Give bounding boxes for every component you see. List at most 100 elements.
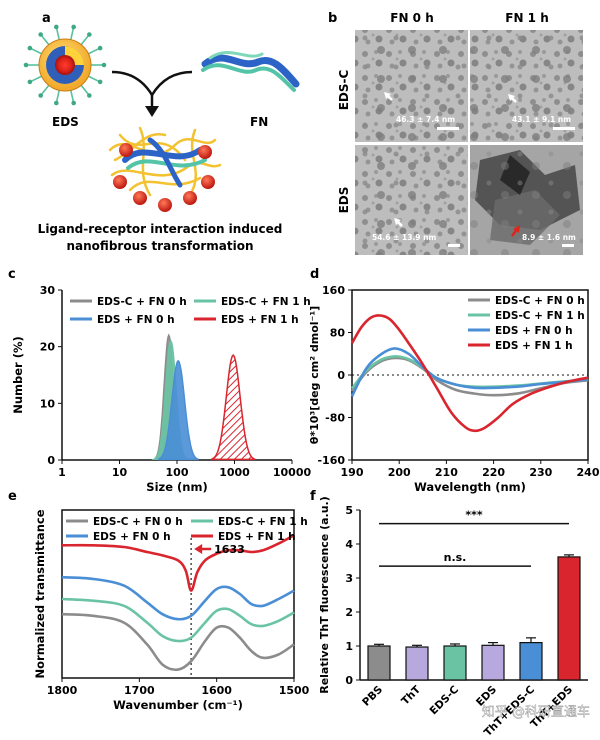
cd-spectrum-chart: -160 -80 0 80 160 190 200 210 220 230 240 Wavelengt… [308,284,600,494]
y-tick-label: 0 [345,674,353,687]
merge-arrow [111,70,193,117]
legend-label: EDS-C + FN 0 h [97,296,187,308]
y-tick-label: 10 [40,397,56,410]
measure-eds-1h: 8.9 ± 1.6 nm [522,233,576,242]
legend-label: EDS-C + FN 1 h [221,296,311,308]
y-tick-label: 5 [345,504,353,517]
ftir-line-eds-c-fn-0-h [61,612,295,672]
caption-line-1: Ligand-receptor interaction induced [38,222,283,236]
x-tick-label: 1700 [124,684,155,697]
bar-eds [481,644,505,681]
category-label: PBS [360,684,385,709]
caption-line-2: nanofibrous transformation [67,239,254,253]
ftir-chart: 1800 1700 1600 1500 Wavenumber (cm⁻¹) Normali… [33,509,310,712]
legend-label: EDS + FN 0 h [97,314,175,326]
x-tick-label: 1600 [201,684,232,697]
row-header-eds-c: EDS-C [337,70,351,111]
ligand-tip [97,79,103,85]
ligand-tip [38,93,43,98]
ligand-tip [87,93,92,98]
x-tick-label: 100 [166,466,189,479]
ligand-tip [97,45,103,51]
x-tick-label: 240 [577,466,600,479]
x-axis-label: Wavenumber (cm⁻¹) [113,698,243,712]
watermark: 知乎 @科研直通车 [482,704,590,720]
nanoparticle-core [119,143,133,157]
y-tick-label: 2 [345,606,353,619]
y-axis-label: Relative ThT fluorescence (a.u.) [318,496,331,694]
bar-pbs [367,645,391,681]
legend-label: EDS-C + FN 1 h [495,310,585,322]
panel-e: e 1800 1700 1600 1500 Wavenumber (cm⁻¹) Norma… [8,489,310,712]
nanofiber-aggregate-illustration [108,126,222,212]
peak-annotation: 1633 [194,543,245,556]
ligand-tip [71,100,76,106]
panel-letter-e: e [8,489,17,504]
legend-label: EDS + FN 1 h [495,340,573,352]
panel-letter-c: c [8,267,16,282]
bar-tht-eds [557,556,581,681]
y-axis-label: Normalized transmittance [33,509,47,678]
tht-fluorescence-chart: 0 1 2 3 4 5 Relative ThT fluorescence (a.u.) PB… [318,496,588,739]
tem-image-eds-0h [355,145,468,255]
significance-label: n.s. [444,551,467,564]
x-tick-label: 1800 [47,684,78,697]
x-axis-label: Wavelength (nm) [414,480,526,494]
x-tick-label: 1000 [219,466,250,479]
tem-image-eds-c-1h [470,30,583,142]
nanoparticle-core [113,175,127,189]
ligand-tip [27,45,33,51]
ligand-fiber [110,161,222,177]
fn-fiber-illustration [201,51,300,92]
ftir-line-eds-fn-0-h [61,575,295,621]
distribution-eds-fn-1-h [210,354,256,461]
nanoparticle-core [201,175,215,189]
legend-label: EDS + FN 0 h [93,531,171,543]
col-header-fn1h: FN 1 h [505,11,549,25]
fn-label: FN [250,115,268,129]
y-tick-label: 0 [337,369,345,382]
y-tick-label: 0 [47,454,55,467]
x-tick-label: 10 [112,466,128,479]
x-tick-label: 220 [482,466,505,479]
measure-eds-c-1h: 43.1 ± 9.1 nm [512,115,571,124]
y-tick-label: 4 [345,538,353,551]
ligand-tip [54,100,59,106]
y-tick-label: 1 [345,640,353,653]
legend-label: EDS-C + FN 0 h [93,516,183,528]
nanoparticle-core [183,191,197,205]
panel-letter-d: d [310,267,319,282]
size-distribution-chart: 0 10 20 30 1 10 100 1000 10000 Size (nm) Number (%… [11,284,311,494]
cd-line-eds-c-fn-0-h [350,356,589,397]
ligand-tip [54,24,59,30]
x-tick-label: 1500 [279,684,310,697]
x-tick-label: 230 [529,466,552,479]
tem-annotations: 46.3 ± 7.4 nm 43.1 ± 9.1 nm 54.6 ± 13.9 … [372,92,576,247]
legend-label: EDS-C + FN 0 h [495,295,585,307]
ftir-line-eds-fn-1-h [61,534,295,592]
cd-line-eds-fn-0-h [350,347,589,397]
measure-eds-c-0h: 46.3 ± 7.4 nm [396,115,455,124]
category-label: EDS-C [428,683,462,717]
legend-label: EDS + FN 1 h [221,314,299,326]
nanoparticle-core [158,198,172,212]
y-tick-label: -80 [325,412,345,425]
cd-line-eds-fn-1-h [350,314,589,433]
panel-d: d -160 -80 0 80 160 190 200 210 220 230 240 Wavelen… [308,267,600,494]
x-tick-label: 1 [58,466,66,479]
ligand-fiber [128,176,202,192]
ligand-tip [101,62,107,68]
legend-label: EDS + FN 1 h [218,531,296,543]
panel-letter-a: a [42,11,51,26]
y-tick-label: -160 [317,454,345,467]
x-tick-label: 10000 [273,466,312,479]
peak-arrow-head [194,544,203,554]
nanoparticle-core [133,191,147,205]
tem-image-eds-1h [470,145,583,255]
bar-tht [405,646,429,681]
tem-image-eds-c-0h [355,30,468,142]
panel-a: a EDS FN Ligand-receptor intera [23,11,300,253]
nanoparticle-core [198,145,212,159]
ligand-tip [71,24,76,30]
